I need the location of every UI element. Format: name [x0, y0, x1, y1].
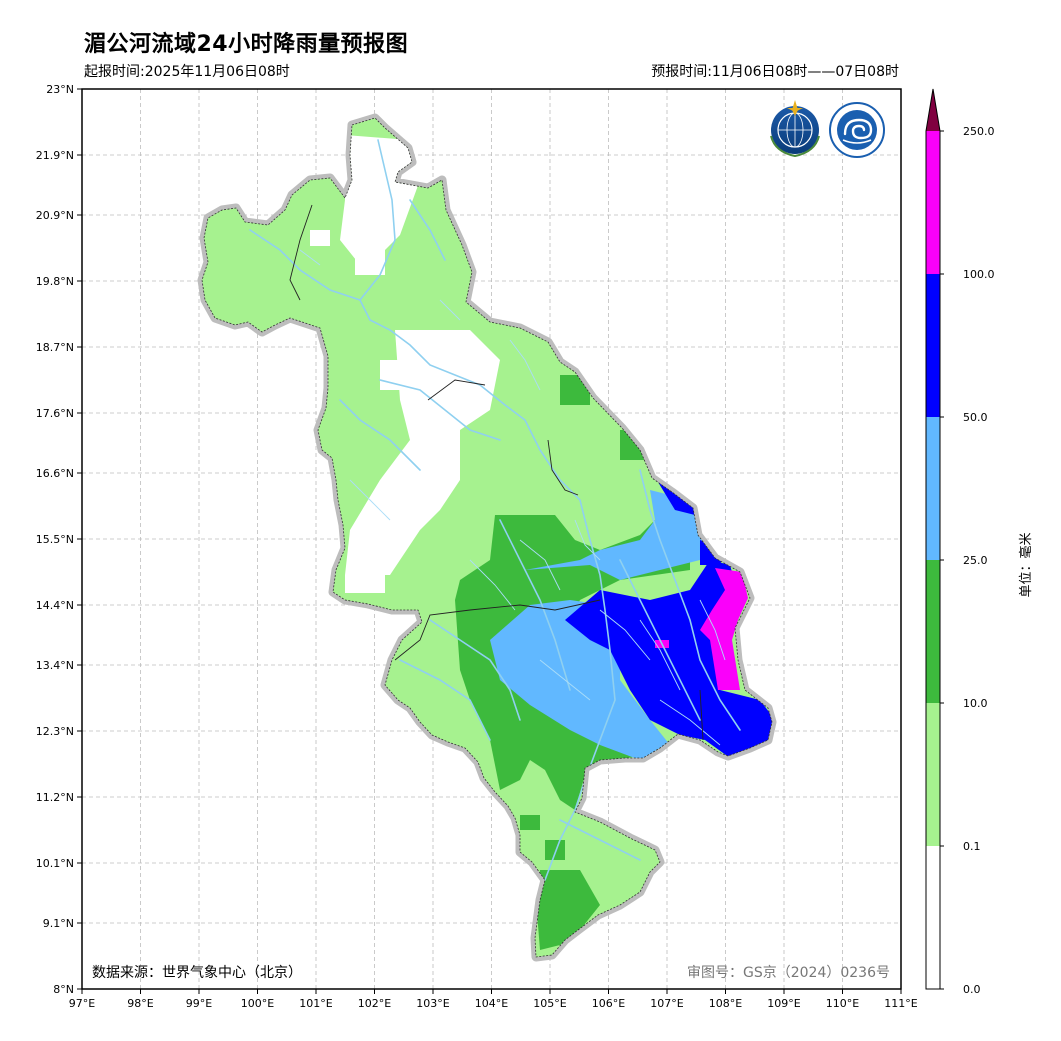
lat-tick-label: 11.2°N — [36, 791, 74, 804]
issue-time: 起报时间:2025年11月06日08时 — [84, 64, 290, 80]
lat-tick-label: 12.3°N — [36, 725, 74, 738]
lon-tick-label: 107°E — [650, 997, 683, 1010]
basin-outline — [201, 117, 773, 958]
lat-tick-label: 23°N — [46, 83, 74, 96]
colorbar-level-label: 0.0 — [963, 983, 981, 996]
colorbar-level-label: 0.1 — [963, 840, 981, 853]
lon-tick-label: 98°E — [127, 997, 153, 1010]
colorbar-level-label: 50.0 — [963, 411, 988, 424]
lon-labels: 97°E 98°E 99°E 100°E 101°E 102°E 103°E 1… — [69, 997, 918, 1010]
lon-tick-label: 110°E — [826, 997, 859, 1010]
rain-zone-heavy — [490, 490, 710, 760]
lat-tick-label: 16.6°N — [36, 467, 74, 480]
lon-tick-label: 104°E — [475, 997, 508, 1010]
colorbar: 250.0 100.0 50.0 25.0 10.0 0.1 0.0 单位：毫米 — [925, 88, 1034, 996]
lat-tick-label: 9.1°N — [43, 917, 74, 930]
rivers — [249, 139, 741, 881]
lat-tick-label: 10.1°N — [36, 857, 74, 870]
colorbar-level-label: 250.0 — [963, 125, 995, 138]
lon-tick-label: 102°E — [358, 997, 391, 1010]
lon-tick-label: 106°E — [592, 997, 625, 1010]
colorbar-swatch-2 — [926, 560, 940, 703]
lat-tick-label: 18.7°N — [36, 341, 74, 354]
lon-tick-label: 111°E — [884, 997, 917, 1010]
lon-tick-label: 97°E — [69, 997, 95, 1010]
lat-tick-label: 19.8°N — [36, 275, 74, 288]
colorbar-level-label: 100.0 — [963, 268, 995, 281]
lon-tick-label: 100°E — [241, 997, 274, 1010]
lat-tick-label: 20.9°N — [36, 209, 74, 222]
colorbar-level-label: 25.0 — [963, 554, 988, 567]
colorbar-swatch-4 — [926, 274, 940, 417]
lat-tick-label: 21.9°N — [36, 149, 74, 162]
lon-tick-label: 101°E — [299, 997, 332, 1010]
map-title: 湄公河流域24小时降雨量预报图 — [84, 32, 409, 57]
colorbar-swatch-5 — [926, 131, 940, 274]
colorbar-level-label: 10.0 — [963, 697, 988, 710]
country-borders — [289, 204, 704, 741]
colorbar-unit-label: 单位：毫米 — [1018, 532, 1034, 597]
data-source-text: 数据来源：世界气象中心（北京） — [92, 965, 302, 981]
cma-logo — [829, 102, 885, 158]
lat-tick-label: 15.5°N — [36, 533, 74, 546]
colorbar-swatch-0 — [926, 846, 940, 989]
axis-ticks — [77, 88, 902, 994]
lon-tick-label: 99°E — [186, 997, 212, 1010]
valid-time: 预报时间:11月06日08时——07日08时 — [651, 64, 899, 80]
lon-tick-label: 109°E — [767, 997, 800, 1010]
colorbar-swatch-3 — [926, 417, 940, 560]
lon-tick-label: 105°E — [533, 997, 566, 1010]
lon-tick-label: 103°E — [416, 997, 449, 1010]
lon-tick-label: 108°E — [709, 997, 742, 1010]
lat-labels: 23°N 21.9°N 20.9°N 19.8°N 18.7°N 17.6°N … — [36, 83, 74, 996]
review-number-text: 审图号：GS京（2024）0236号 — [687, 965, 890, 981]
lat-tick-label: 8°N — [53, 983, 74, 996]
lat-tick-label: 17.6°N — [36, 407, 74, 420]
colorbar-extend-arrow — [926, 89, 940, 131]
tributaries — [299, 249, 726, 746]
wmo-logo — [770, 100, 820, 158]
colorbar-swatch-1 — [926, 703, 940, 846]
lat-tick-label: 13.4°N — [36, 659, 74, 672]
lat-tick-label: 14.4°N — [36, 599, 74, 612]
